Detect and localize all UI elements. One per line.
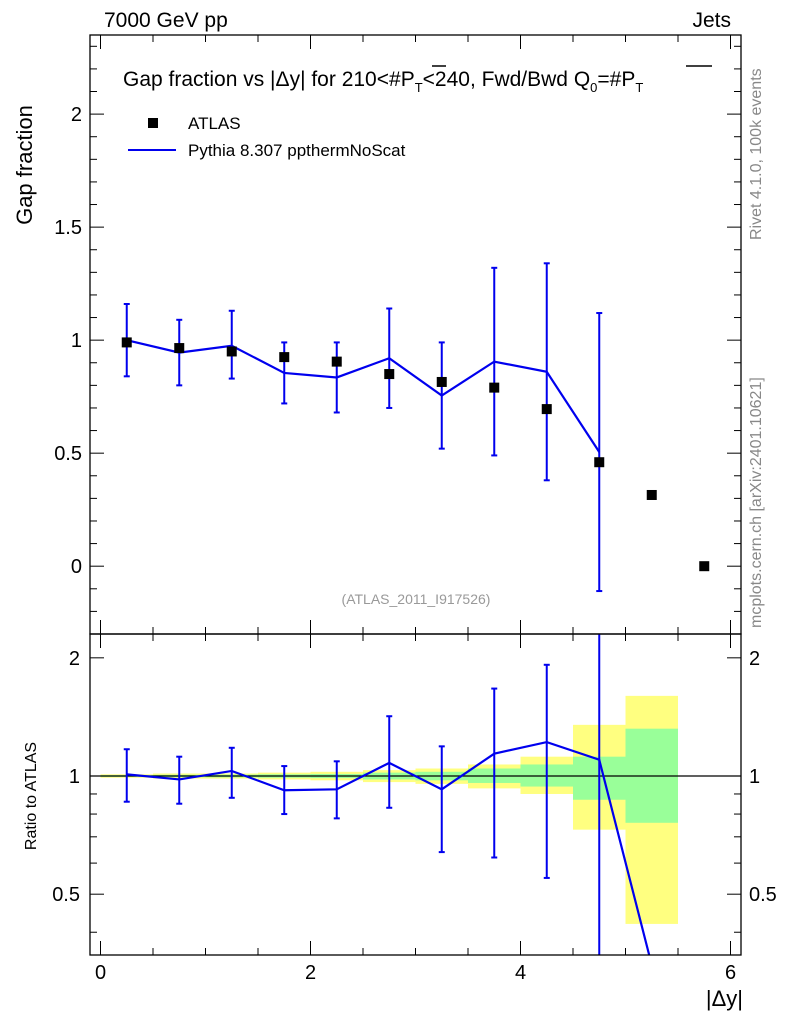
xlabel-delta: Δ <box>712 986 727 1011</box>
main-ytick-label: 1 <box>71 330 82 352</box>
ratio-ylabel: Ratio to ATLAS <box>23 742 40 850</box>
title-lead: Gap fraction vs | <box>123 68 276 91</box>
data-point <box>226 346 237 357</box>
ratio-xtick-labels: 0 2 4 6 <box>95 962 736 984</box>
mc-line <box>126 339 601 453</box>
ratio-panel: 0.5 0.5 1 1 2 2 0 2 4 6 Ratio to ATLAS |Δy| <box>23 633 777 1011</box>
ratio-ytick-label-right: 1 <box>749 766 760 788</box>
ratio-xtick-label: 6 <box>725 962 736 984</box>
data-point <box>279 352 290 363</box>
data-point <box>436 376 447 387</box>
energy-label: 7000 GeV pp <box>104 9 228 32</box>
data-point <box>541 404 552 415</box>
main-ylabel: Gap fraction <box>12 105 37 225</box>
ratio-xtick-label: 0 <box>95 962 106 984</box>
main-ytick-label: 1.5 <box>54 217 82 239</box>
legend-data-label: ATLAS <box>188 114 241 133</box>
ratio-ytick-label: 0.5 <box>52 884 80 906</box>
data-point <box>121 337 132 348</box>
title-mid: <240, Fwd/Bwd Q <box>423 68 591 91</box>
main-panel: Gap fraction vs |Δy| for 210<#PT<240, Fw… <box>12 34 742 635</box>
data-point <box>646 489 657 500</box>
data-point <box>699 561 710 572</box>
main-ytick-labels: 0 0.5 1 1.5 2 <box>54 104 82 578</box>
legend: ATLAS Pythia 8.307 ppthermNoScat <box>128 114 406 160</box>
mcplots-label: mcplots.cern.ch [arXiv:2401.10621] <box>748 377 765 628</box>
title-sub-t2: T <box>635 80 643 95</box>
main-ytick-label: 2 <box>71 104 82 126</box>
title-delta: Δ <box>276 68 290 91</box>
analysis-watermark: (ATLAS_2011_I917526) <box>342 591 491 607</box>
title-sub-0: 0 <box>590 80 597 95</box>
main-data-series <box>121 337 710 572</box>
ratio-ytick-label-right: 2 <box>749 648 760 670</box>
ratio-ytick-label: 1 <box>69 766 80 788</box>
data-point <box>489 382 500 393</box>
title-eq: =# <box>597 68 621 91</box>
ratio-xlabel: |Δy| <box>706 986 743 1011</box>
ratio-xtick-label: 2 <box>305 962 316 984</box>
title-pt2: P <box>621 68 635 91</box>
legend-mc-label: Pythia 8.307 ppthermNoScat <box>188 141 406 160</box>
data-point <box>594 457 605 468</box>
ratio-xtick-label: 4 <box>515 962 526 984</box>
xlabel-close: y| <box>726 986 743 1011</box>
process-label: Jets <box>692 9 731 32</box>
ratio-mc-line <box>126 740 651 955</box>
xlabel-open: | <box>706 986 712 1011</box>
ratio-ytick-labels: 0.5 0.5 1 1 2 2 <box>52 648 777 906</box>
ratio-ticks <box>90 634 741 955</box>
title-sub-t: T <box>415 80 423 95</box>
ratio-ytick-label: 2 <box>69 648 80 670</box>
ratio-mc-series <box>123 634 651 955</box>
data-point <box>174 343 185 354</box>
data-point <box>331 356 342 367</box>
main-chart-title: Gap fraction vs |Δy| for 210<#PT<240, Fw… <box>123 68 643 95</box>
title-pt: P <box>401 68 415 91</box>
ratio-ytick-label-right: 0.5 <box>749 884 777 906</box>
main-mc-series <box>123 262 603 593</box>
main-ytick-label: 0 <box>71 556 82 578</box>
title-after-delta: y| for 210<# <box>290 68 401 91</box>
rivet-version-label: Rivet 4.1.0, 100k events <box>748 68 765 240</box>
legend-data-marker <box>148 118 158 128</box>
data-point <box>384 369 395 380</box>
main-ytick-label: 0.5 <box>54 443 82 465</box>
